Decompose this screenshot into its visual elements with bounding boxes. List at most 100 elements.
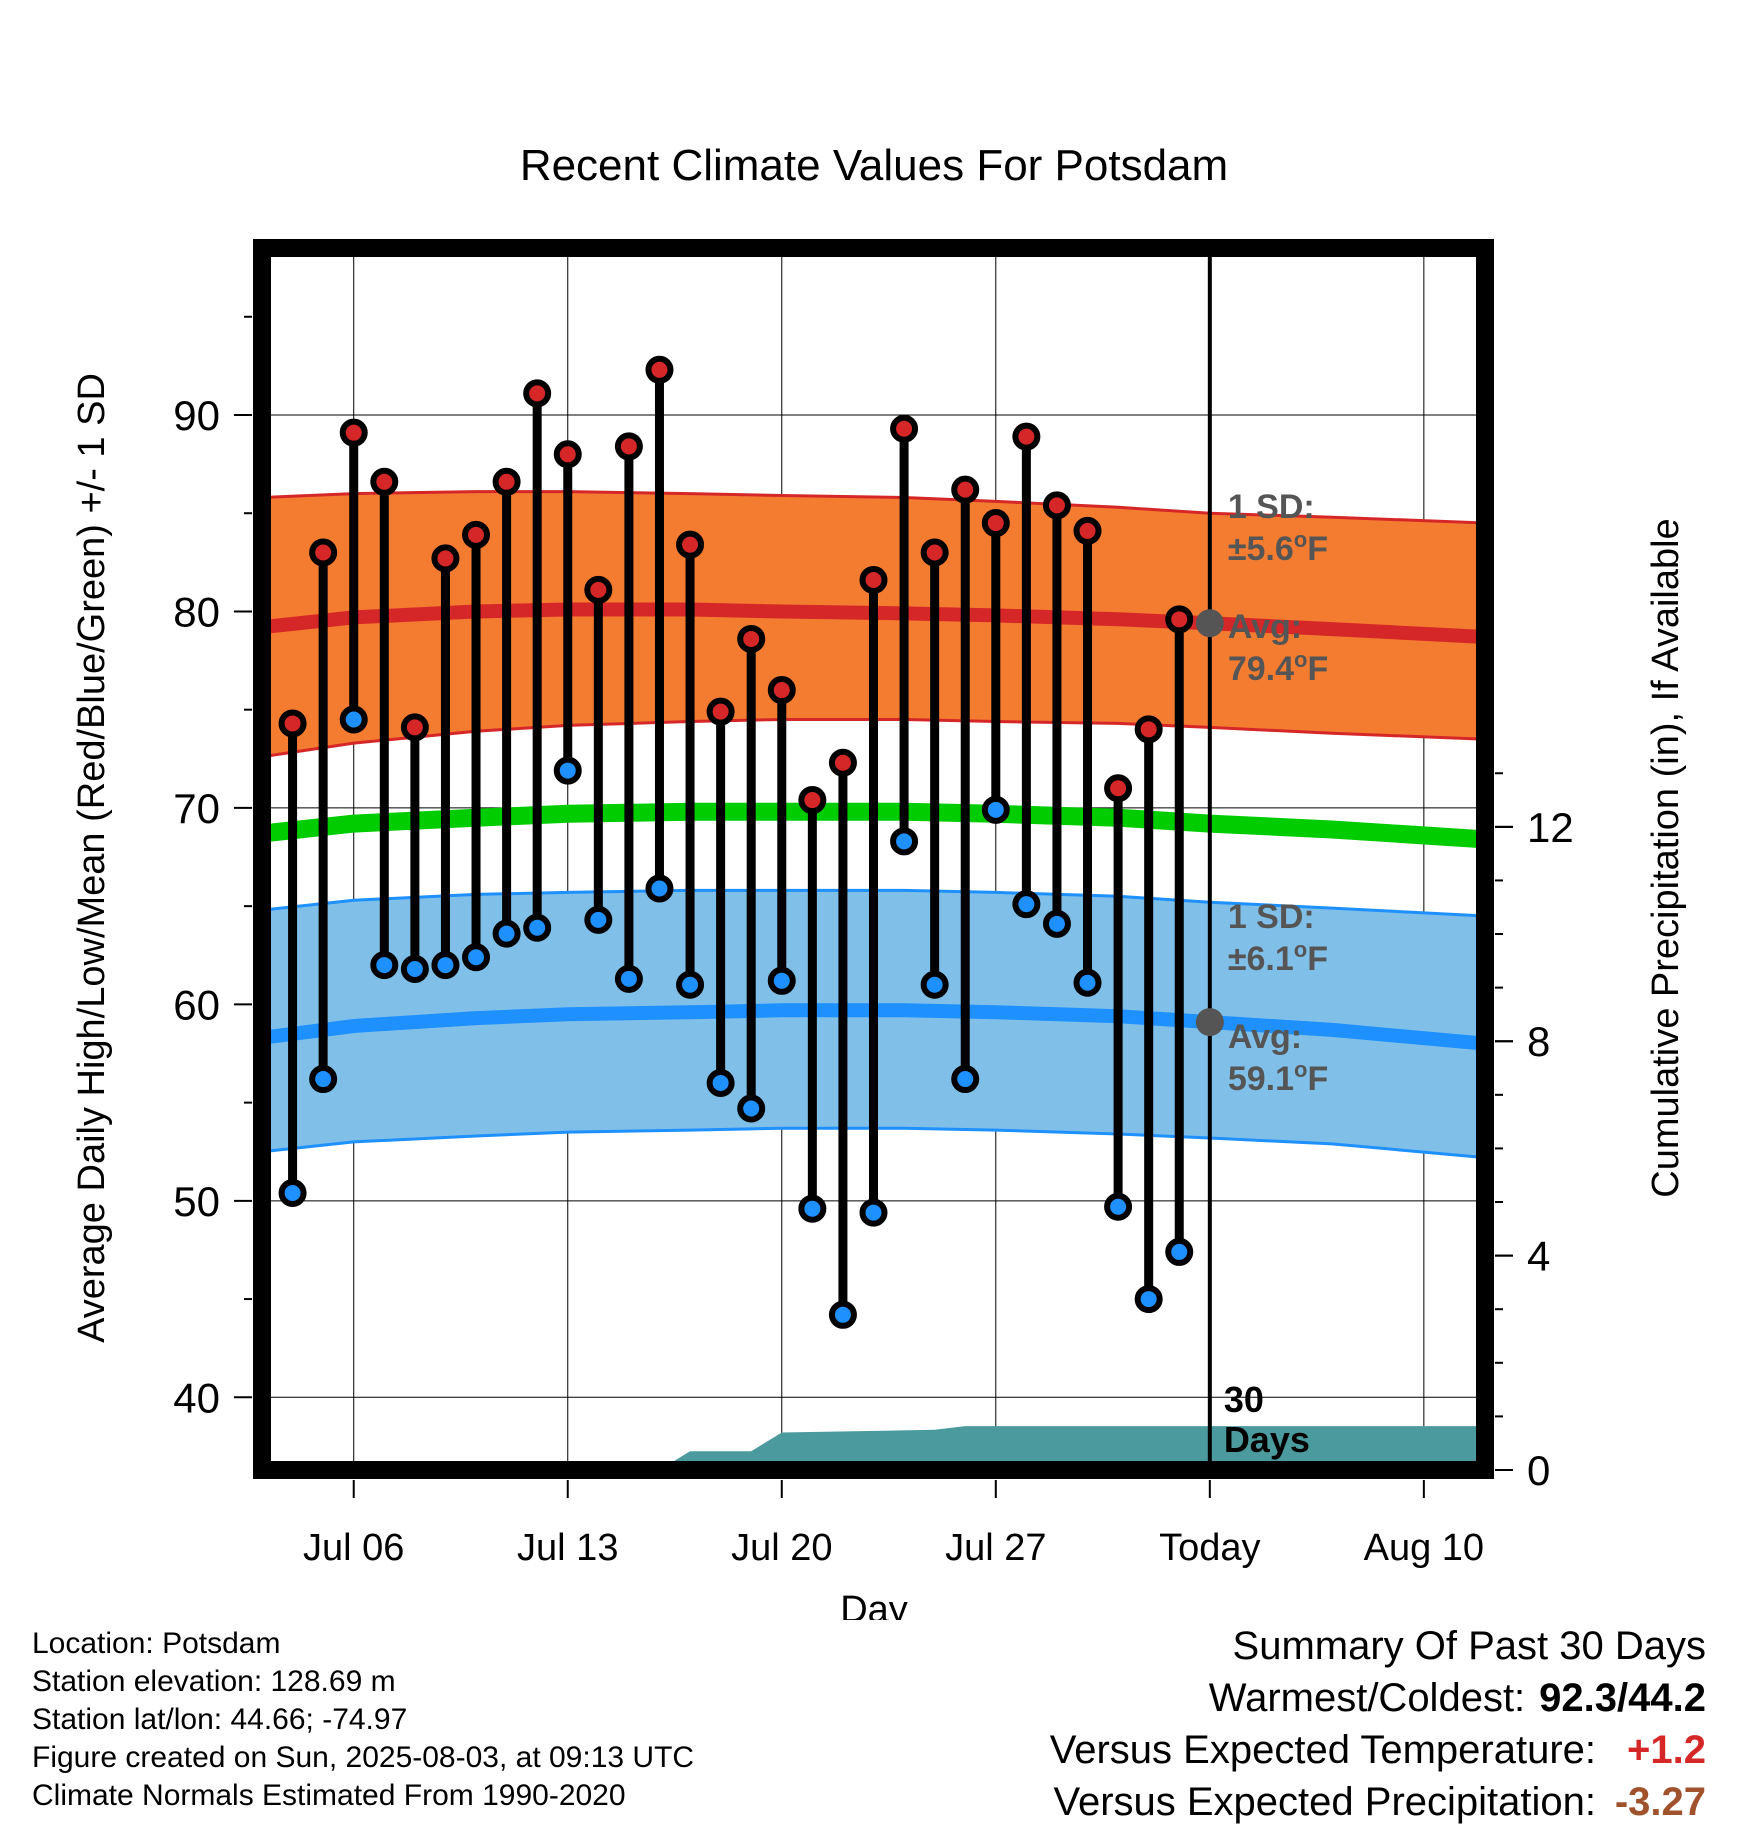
x-tick-label: Jul 20 bbox=[731, 1527, 832, 1569]
daily-high-point bbox=[890, 414, 919, 443]
daily-markers bbox=[278, 355, 1194, 1329]
daily-low-point bbox=[309, 1065, 338, 1094]
plot-frame bbox=[253, 239, 1494, 1479]
daily-high-point bbox=[767, 676, 796, 705]
y2-tick-label: 4 bbox=[1527, 1233, 1550, 1280]
x-tick-label: Jul 13 bbox=[517, 1527, 618, 1569]
daily-low-point bbox=[828, 1300, 857, 1329]
y-tick-label: 80 bbox=[173, 588, 220, 635]
daily-high-point bbox=[309, 538, 338, 567]
daily-high-point bbox=[1134, 715, 1163, 744]
daily-low-point bbox=[859, 1198, 888, 1227]
temp-vs-expected-value: +1.2 bbox=[1627, 1728, 1706, 1772]
high-sd-band-upper-edge bbox=[262, 490, 1485, 525]
cumulative-precip-area bbox=[262, 1426, 1485, 1470]
daily-low-point bbox=[767, 966, 796, 995]
daily-low-point bbox=[492, 919, 521, 948]
daily-low-point bbox=[370, 951, 399, 980]
daily-low-point bbox=[400, 955, 429, 984]
x-tick-label: Jul 27 bbox=[945, 1527, 1046, 1569]
summary-panel: Summary Of Past 30 Days Warmest/Coldest:… bbox=[1050, 1620, 1706, 1828]
daily-high-point bbox=[828, 748, 857, 777]
info-latlon: Station lat/lon: 44.66; -74.97 bbox=[32, 1703, 408, 1736]
daily-high-point bbox=[431, 544, 460, 573]
low-avg-title: Avg: bbox=[1228, 1018, 1302, 1056]
high-sd-title: 1 SD: bbox=[1228, 488, 1315, 526]
warmest-coldest-label: Warmest/Coldest: bbox=[1208, 1676, 1526, 1720]
daily-low-point bbox=[737, 1094, 766, 1123]
daily-high-point bbox=[1073, 516, 1102, 545]
info-created: Figure created on Sun, 2025-08-03, at 09… bbox=[32, 1741, 695, 1774]
daily-high-point bbox=[492, 467, 521, 496]
daily-high-point bbox=[798, 786, 827, 815]
station-info: Location: Potsdam Station elevation: 128… bbox=[32, 1625, 694, 1815]
info-elevation: Station elevation: 128.69 m bbox=[32, 1665, 396, 1698]
low-sd-value: ±6.1oF bbox=[1228, 937, 1328, 978]
daily-low-point bbox=[981, 795, 1010, 824]
today-window-label: 30 bbox=[1224, 1379, 1264, 1420]
y-tick-label: 50 bbox=[173, 1178, 220, 1225]
daily-high-point bbox=[859, 566, 888, 595]
daily-low-point bbox=[339, 705, 368, 734]
y2-tick-label: 12 bbox=[1527, 804, 1574, 851]
summary-precipitation: Versus Expected Precipitation: -3.27 bbox=[1050, 1776, 1706, 1828]
daily-low-point bbox=[1165, 1237, 1194, 1266]
daily-low-point bbox=[1073, 968, 1102, 997]
daily-high-point bbox=[614, 432, 643, 461]
daily-high-point bbox=[706, 697, 735, 726]
daily-range-bars bbox=[288, 369, 1184, 1315]
daily-high-point bbox=[523, 379, 552, 408]
precipitation-area bbox=[262, 1426, 1485, 1470]
daily-high-point bbox=[1104, 774, 1133, 803]
daily-low-point bbox=[278, 1178, 307, 1207]
daily-high-point bbox=[1165, 605, 1194, 634]
y-tick-label: 70 bbox=[173, 785, 220, 832]
precip-vs-expected-value: -3.27 bbox=[1614, 1780, 1706, 1824]
y-tick-label: 90 bbox=[173, 392, 220, 439]
daily-low-point bbox=[431, 951, 460, 980]
daily-high-point bbox=[981, 509, 1010, 538]
daily-low-point bbox=[676, 970, 705, 999]
precip-vs-expected-label: Versus Expected Precipitation: bbox=[1053, 1780, 1596, 1824]
daily-low-point bbox=[584, 905, 613, 934]
daily-high-point bbox=[462, 520, 491, 549]
axes: 40 50 60 70 80 90 0 4 8 12 Jul 06 Jul 13 Jul 20 Jul 2… bbox=[173, 239, 1574, 1569]
climate-chart: Recent Climate Values For Potsdam 30Days… bbox=[71, 141, 1687, 1620]
summary-temperature: Versus Expected Temperature: +1.2 bbox=[1050, 1724, 1706, 1776]
y-tick-label: 40 bbox=[173, 1374, 220, 1421]
daily-high-point bbox=[951, 475, 980, 504]
daily-low-point bbox=[706, 1068, 735, 1097]
daily-high-point bbox=[400, 713, 429, 742]
warmest-coldest-value: 92.3/44.2 bbox=[1539, 1676, 1706, 1720]
daily-low-point bbox=[1042, 909, 1071, 938]
daily-high-point bbox=[1012, 422, 1041, 451]
daily-low-point bbox=[890, 827, 919, 856]
daily-high-point bbox=[645, 355, 674, 384]
info-location: Location: Potsdam bbox=[32, 1627, 281, 1660]
high-sd-band-lower-edge bbox=[262, 718, 1485, 759]
daily-low-point bbox=[523, 913, 552, 942]
daily-high-point bbox=[920, 538, 949, 567]
y-tick-label: 60 bbox=[173, 981, 220, 1028]
daily-low-point bbox=[1104, 1192, 1133, 1221]
daily-low-point bbox=[798, 1194, 827, 1223]
x-tick-label: Jul 06 bbox=[303, 1527, 404, 1569]
summary-title: Summary Of Past 30 Days bbox=[1232, 1624, 1706, 1668]
chart-title: Recent Climate Values For Potsdam bbox=[520, 141, 1228, 190]
daily-low-point bbox=[1134, 1285, 1163, 1314]
high-sd-value: ±5.6oF bbox=[1228, 527, 1328, 568]
y-axis-label: Average Daily High/Low/Mean (Red/Blue/Gr… bbox=[71, 373, 113, 1343]
info-normals: Climate Normals Estimated From 1990-2020 bbox=[32, 1779, 626, 1812]
low-normal-marker bbox=[1195, 1008, 1224, 1037]
low-avg-value: 59.1oF bbox=[1228, 1057, 1328, 1098]
y2-tick-label: 0 bbox=[1527, 1447, 1550, 1494]
temp-vs-expected-label: Versus Expected Temperature: bbox=[1049, 1728, 1596, 1772]
daily-high-point bbox=[370, 467, 399, 496]
daily-high-point bbox=[1042, 491, 1071, 520]
x-axis-label: Day bbox=[840, 1589, 908, 1620]
daily-low-point bbox=[645, 874, 674, 903]
daily-low-point bbox=[553, 756, 582, 785]
daily-high-point bbox=[339, 418, 368, 447]
daily-high-point bbox=[278, 709, 307, 738]
daily-high-point bbox=[553, 440, 582, 469]
